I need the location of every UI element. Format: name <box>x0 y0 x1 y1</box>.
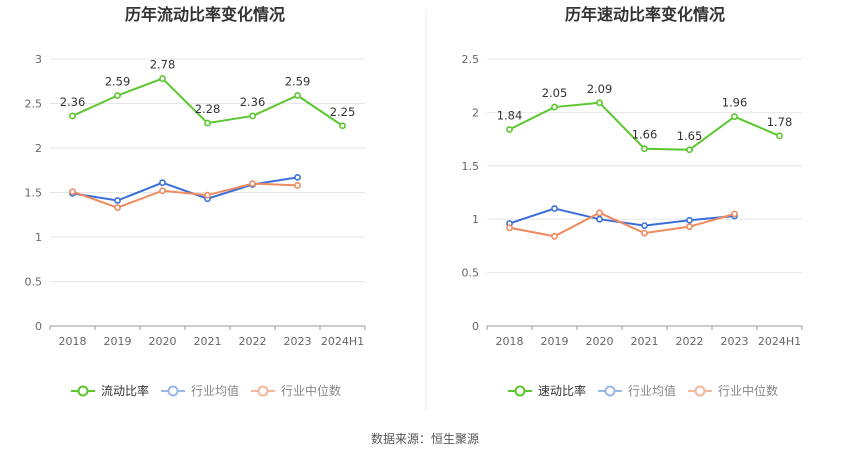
data-label: 2.59 <box>285 74 311 88</box>
data-label: 2.25 <box>330 105 356 119</box>
data-point-median <box>641 229 648 237</box>
data-label: 2.36 <box>60 95 86 109</box>
data-point-median <box>551 232 558 240</box>
x-tick-label: 2022 <box>676 335 704 348</box>
y-tick-label: 3 <box>35 53 42 66</box>
quick-ratio-chart: 历年速动比率变化情况 0 0.5 1 1.5 2 2.5 2018 2019 2020 2021 20… <box>462 5 803 398</box>
data-point-avg <box>159 179 166 187</box>
y-tick-label: 2 <box>472 106 479 119</box>
data-point-main <box>159 75 166 82</box>
x-tick-label: 2021 <box>194 335 222 348</box>
data-point-median <box>204 191 211 199</box>
y-tick-label: 2.5 <box>462 53 480 66</box>
legend-marker-median <box>694 385 706 397</box>
y-tick-label: 0 <box>35 320 42 333</box>
data-point-main <box>249 112 256 120</box>
data-point-main <box>114 92 121 99</box>
x-tick-label: 2018 <box>496 335 524 348</box>
data-label: 2.59 <box>105 74 131 88</box>
data-point-median <box>731 210 738 218</box>
legend-label-main: 流动比率 <box>101 383 149 398</box>
current-ratio-chart: 历年流动比率变化情况 0 0.5 1 1.5 2 2.5 3 2018 2019 2020 2021 2… <box>25 5 366 398</box>
data-point-main <box>204 119 211 127</box>
y-tick-label: 0.5 <box>462 267 480 280</box>
data-point-median <box>249 180 256 187</box>
data-point-main <box>776 132 783 140</box>
data-label: 2.28 <box>195 102 221 116</box>
data-point-median <box>159 187 166 195</box>
y-tick-label: 1 <box>472 213 479 226</box>
data-point-avg <box>551 205 558 212</box>
data-label: 1.78 <box>767 115 793 129</box>
data-label: 1.65 <box>677 129 703 143</box>
chart-title: 历年流动比率变化情况 <box>125 5 285 24</box>
data-point-main <box>69 112 76 120</box>
data-label: 2.36 <box>240 95 266 109</box>
x-tick-label: 2021 <box>631 335 659 348</box>
data-label: 1.66 <box>632 128 658 142</box>
data-point-main <box>339 122 346 130</box>
series-line-median <box>509 211 735 238</box>
legend-label-median: 行业中位数 <box>281 383 341 398</box>
y-tick-label: 0 <box>472 320 479 333</box>
x-tick-label: 2018 <box>59 335 87 348</box>
y-tick-label: 2.5 <box>25 98 43 111</box>
data-point-median <box>294 181 301 189</box>
data-point-avg <box>641 222 648 230</box>
x-tick-label: 2020 <box>149 335 177 348</box>
x-tick-label: 2020 <box>586 335 614 348</box>
x-tick-label: 2024H1 <box>758 335 801 348</box>
legend-marker-main <box>77 385 89 397</box>
series-line-median <box>72 182 298 209</box>
data-point-avg <box>596 215 603 223</box>
data-point-avg <box>686 216 693 224</box>
legend-label-median: 行业中位数 <box>718 383 778 398</box>
legend-label-avg: 行业均值 <box>628 383 676 398</box>
data-point-avg <box>114 197 121 204</box>
series-line-main <box>509 101 780 151</box>
chart-title: 历年速动比率变化情况 <box>565 5 725 24</box>
legend-marker-main <box>514 385 526 397</box>
legend-marker-avg <box>604 385 616 397</box>
y-tick-label: 1.5 <box>462 160 480 173</box>
data-point-main <box>506 126 513 133</box>
data-point-main <box>686 146 693 154</box>
y-tick-label: 1 <box>35 231 42 244</box>
data-point-median <box>114 204 121 212</box>
data-label: 1.96 <box>722 96 748 110</box>
data-source-text: 数据来源：恒生聚源 <box>370 432 479 446</box>
data-label: 1.84 <box>497 108 523 122</box>
y-tick-label: 0.5 <box>25 276 43 289</box>
y-tick-label: 1.5 <box>25 187 43 200</box>
data-point-main <box>641 145 648 153</box>
legend-marker-avg <box>167 385 179 397</box>
x-tick-label: 2019 <box>104 335 132 348</box>
data-label: 2.05 <box>542 86 568 100</box>
data-point-main <box>551 103 558 111</box>
data-point-median <box>596 209 603 217</box>
series-line-avg <box>72 176 298 202</box>
legend-label-avg: 行业均值 <box>191 383 239 398</box>
data-point-median <box>686 223 693 231</box>
data-point-main <box>731 113 738 121</box>
data-point-avg <box>294 173 301 181</box>
legend-label-main: 速动比率 <box>538 383 586 398</box>
data-point-main <box>294 92 301 99</box>
x-tick-label: 2019 <box>541 335 569 348</box>
data-point-median <box>69 188 76 196</box>
data-label: 2.09 <box>587 82 613 96</box>
data-point-main <box>596 99 603 107</box>
x-tick-label: 2022 <box>239 335 267 348</box>
x-tick-label: 2023 <box>284 335 312 348</box>
x-tick-label: 2023 <box>721 335 749 348</box>
data-label: 2.78 <box>150 58 176 72</box>
legend-marker-median <box>257 385 269 397</box>
x-tick-label: 2024H1 <box>321 335 364 348</box>
data-point-median <box>506 224 513 232</box>
y-tick-label: 2 <box>35 142 42 155</box>
